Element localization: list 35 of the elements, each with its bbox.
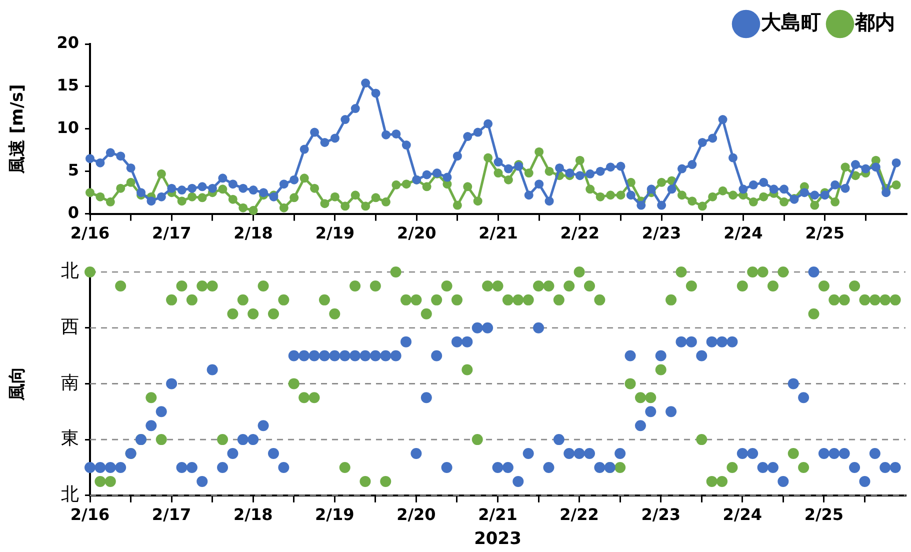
x-axis-title: 2023: [474, 529, 522, 550]
legend-label: 大島町: [761, 10, 821, 34]
category-label: 北: [61, 484, 79, 506]
y-axis-title: 風向: [8, 366, 28, 402]
y-tick-label: 5: [68, 160, 79, 180]
x-tick-label: 2/24: [722, 505, 762, 524]
x-tick-label: 2/25: [805, 224, 844, 243]
y-tick-label: 10: [56, 118, 79, 138]
x-tick-label: 2/22: [560, 224, 600, 243]
x-tick-label: 2/24: [724, 224, 763, 243]
x-tick-label: 2/19: [315, 224, 355, 243]
category-label: 北: [61, 260, 79, 282]
x-tick-label: 2/16: [70, 505, 110, 524]
category-label: 西: [61, 316, 79, 338]
x-tick-label: 2/20: [396, 224, 436, 243]
x-tick-label: 2/21: [478, 224, 518, 243]
x-tick-label: 2/17: [152, 224, 192, 243]
y-tick-label: 0: [68, 202, 79, 222]
x-tick-label: 2/17: [152, 505, 192, 524]
category-label: 東: [61, 428, 79, 450]
legend-label: 都内: [854, 10, 895, 34]
x-tick-label: 2/20: [396, 505, 436, 524]
x-tick-label: 2/25: [804, 505, 844, 524]
y-axis-title: 風速 [m/s]: [8, 84, 28, 175]
x-tick-label: 2/22: [560, 505, 599, 524]
x-tick-label: 2/16: [70, 224, 110, 243]
x-tick-label: 2/18: [234, 224, 273, 243]
y-tick-label: 15: [56, 76, 79, 95]
x-tick-label: 2/23: [642, 224, 682, 243]
category-label: 南: [61, 372, 79, 394]
x-tick-label: 2/21: [478, 505, 518, 524]
x-tick-label: 2/19: [315, 505, 354, 524]
x-tick-label: 2/23: [641, 505, 680, 524]
x-tick-label: 2/18: [233, 505, 273, 524]
y-tick-label: 20: [56, 33, 79, 52]
